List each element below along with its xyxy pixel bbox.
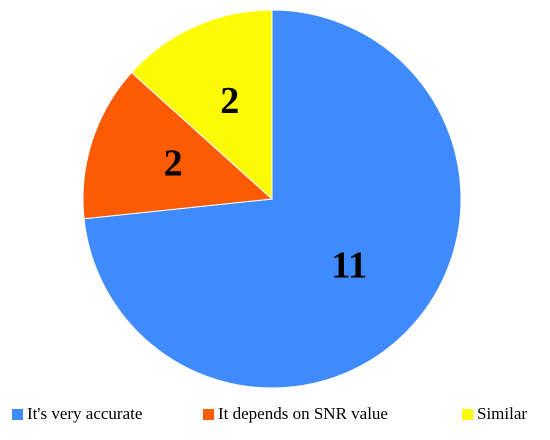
legend-label: It depends on SNR value bbox=[218, 404, 388, 423]
data-label: 2 bbox=[220, 80, 239, 122]
data-label: 2 bbox=[164, 143, 183, 185]
legend-swatch bbox=[203, 409, 214, 420]
pie-slice bbox=[82, 71, 274, 220]
legend-label: Similar bbox=[477, 404, 527, 423]
pie-slice bbox=[130, 9, 273, 201]
legend-label: It's very accurate bbox=[27, 404, 142, 423]
legend-swatch bbox=[462, 409, 473, 420]
data-label: 11 bbox=[331, 244, 367, 286]
legend-swatch bbox=[12, 409, 23, 420]
